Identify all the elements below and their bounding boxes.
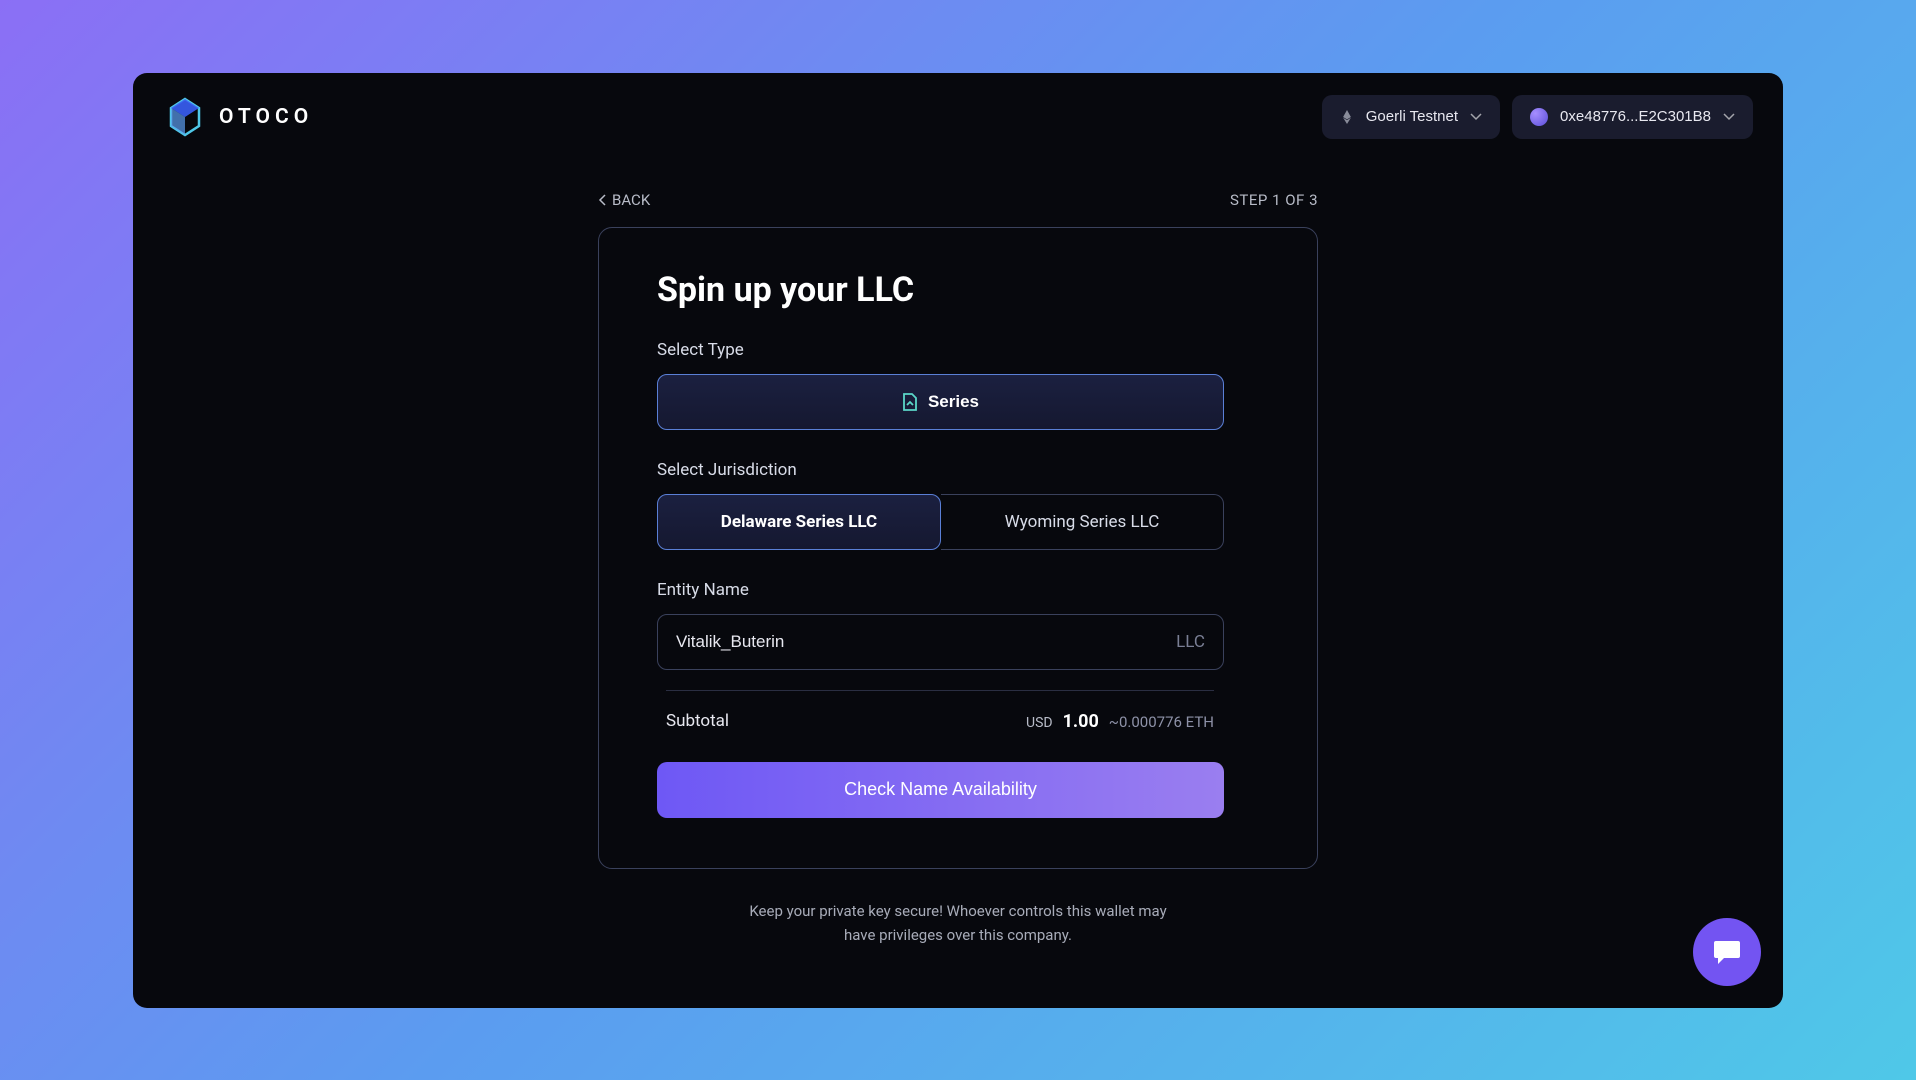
jurisdiction-wyoming[interactable]: Wyoming Series LLC xyxy=(941,494,1224,550)
wallet-avatar-icon xyxy=(1530,108,1548,126)
wallet-address: 0xe48776...E2C301B8 xyxy=(1560,108,1711,125)
back-button[interactable]: BACK xyxy=(598,191,650,209)
jurisdiction-label: Select Jurisdiction xyxy=(657,460,1259,480)
subtotal-row: Subtotal USD 1.00 ~0.000776 ETH xyxy=(666,711,1214,732)
network-selector[interactable]: Goerli Testnet xyxy=(1322,95,1500,139)
disclaimer-text: Keep your private key secure! Whoever co… xyxy=(733,899,1183,947)
entity-name-label: Entity Name xyxy=(657,580,1259,600)
header-right: Goerli Testnet 0xe48776...E2C301B8 xyxy=(1322,95,1753,139)
app-window: OTOCO Goerli Testnet 0xe48776...E2C301B8 xyxy=(133,73,1783,1008)
divider xyxy=(666,690,1214,691)
top-bar: BACK STEP 1 OF 3 xyxy=(598,191,1318,209)
chevron-down-icon xyxy=(1470,113,1482,121)
chevron-down-icon xyxy=(1723,113,1735,121)
chat-icon xyxy=(1712,938,1742,966)
chat-widget-button[interactable] xyxy=(1693,918,1761,986)
logo-section[interactable]: OTOCO xyxy=(163,95,313,139)
entity-name-input[interactable] xyxy=(676,632,1176,652)
jurisdiction-selector: Delaware Series LLC Wyoming Series LLC xyxy=(657,494,1224,550)
entity-suffix: LLC xyxy=(1176,632,1205,652)
type-series-button[interactable]: Series xyxy=(657,374,1224,430)
card-title: Spin up your LLC xyxy=(657,270,1259,310)
entity-name-field-wrap: LLC xyxy=(657,614,1224,670)
header: OTOCO Goerli Testnet 0xe48776...E2C301B8 xyxy=(133,73,1783,161)
eth-amount: ~0.000776 ETH xyxy=(1109,713,1214,731)
main-content: BACK STEP 1 OF 3 Spin up your LLC Select… xyxy=(133,161,1783,947)
step-indicator: STEP 1 OF 3 xyxy=(1230,191,1318,209)
usd-currency: USD xyxy=(1026,715,1053,731)
document-icon xyxy=(902,393,918,411)
type-option-label: Series xyxy=(928,392,979,412)
usd-amount: 1.00 xyxy=(1063,711,1099,732)
subtotal-label: Subtotal xyxy=(666,711,729,731)
subtotal-values: USD 1.00 ~0.000776 ETH xyxy=(1026,711,1214,732)
network-name: Goerli Testnet xyxy=(1366,108,1458,125)
ethereum-icon xyxy=(1340,110,1354,124)
logo-text: OTOCO xyxy=(219,105,313,129)
check-availability-button[interactable]: Check Name Availability xyxy=(657,762,1224,818)
wallet-selector[interactable]: 0xe48776...E2C301B8 xyxy=(1512,95,1753,139)
back-label: BACK xyxy=(612,191,650,209)
form-card: Spin up your LLC Select Type Series Sele… xyxy=(598,227,1318,869)
logo-icon xyxy=(163,95,207,139)
jurisdiction-delaware[interactable]: Delaware Series LLC xyxy=(657,494,941,550)
chevron-left-icon xyxy=(598,194,606,206)
type-label: Select Type xyxy=(657,340,1259,360)
